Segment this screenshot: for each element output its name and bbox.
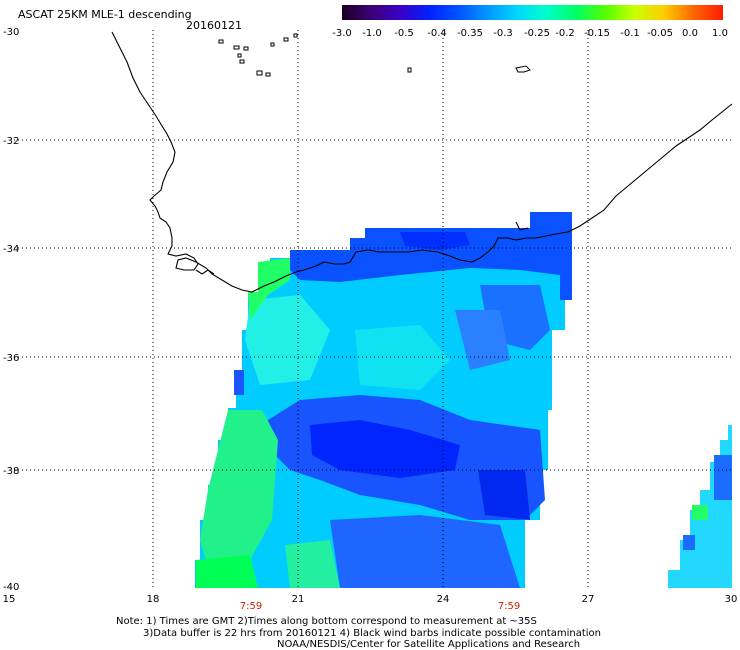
swath-midblue-east xyxy=(455,310,510,370)
time-label: 7:59 xyxy=(240,601,262,612)
swath-east-blue-low xyxy=(683,535,695,550)
colorbar-label: -0.15 xyxy=(584,28,610,39)
longitude-label: 30 xyxy=(725,594,738,605)
longitude-label: 24 xyxy=(437,594,450,605)
colorbar-label: 0.0 xyxy=(682,28,698,39)
colorbar-labels: -3.0 -1.0 -0.5 -0.4 -0.35 -0.3 -0.25 -0.… xyxy=(332,28,728,39)
island xyxy=(233,45,240,50)
swath-deepblue-se xyxy=(478,470,530,520)
swath-green-southwest xyxy=(196,555,258,588)
data-swath-east xyxy=(668,425,732,588)
swath-blue-edge xyxy=(234,370,244,395)
island xyxy=(265,72,271,77)
note-line-2: 3)Data buffer is 22 hrs from 20160121 4)… xyxy=(143,628,601,639)
colorbar-label: -0.1 xyxy=(620,28,640,39)
map-date: 20160121 xyxy=(186,19,242,32)
coastline-inlet-east xyxy=(515,221,529,231)
map-title: ASCAT 25KM MLE-1 descending xyxy=(18,8,192,21)
coastline xyxy=(111,31,733,293)
island xyxy=(270,42,275,47)
island xyxy=(218,39,224,44)
swath-deepblue-core xyxy=(310,420,460,478)
swath-green-northwest xyxy=(248,258,290,320)
island xyxy=(256,70,263,76)
note-line-3: NOAA/NESDIS/Center for Satellite Applica… xyxy=(277,639,581,650)
island xyxy=(237,53,242,58)
colorbar-label: -0.35 xyxy=(457,28,483,39)
data-swath xyxy=(195,212,572,588)
islands xyxy=(218,33,531,77)
swath-green-south xyxy=(285,540,340,588)
latitude-label: -36 xyxy=(3,353,19,364)
island xyxy=(283,37,289,42)
latitude-label: -38 xyxy=(3,466,19,477)
longitude-label: 15 xyxy=(3,594,16,605)
latitude-label: -40 xyxy=(3,582,19,593)
latitude-labels: -30 -32 -34 -36 -38 -40 xyxy=(3,27,19,593)
island xyxy=(515,65,531,73)
colorbar xyxy=(342,5,723,20)
longitude-label: 27 xyxy=(582,594,595,605)
swath-deepblue-north xyxy=(400,232,470,250)
swath-blue-north xyxy=(290,212,572,300)
island xyxy=(293,33,298,38)
colorbar-label: 1.0 xyxy=(712,28,728,39)
swath-cyan-west xyxy=(245,295,330,385)
swath-east-blue xyxy=(714,455,732,500)
island xyxy=(407,67,412,73)
colorbar-label: -0.3 xyxy=(493,28,513,39)
colorbar-label: -3.0 xyxy=(332,28,352,39)
latitude-label: -34 xyxy=(3,244,19,255)
graticule xyxy=(10,30,732,588)
time-label: 7:59 xyxy=(498,601,520,612)
longitude-label: 21 xyxy=(292,594,305,605)
swath-east-green xyxy=(692,505,708,520)
coastline-bay xyxy=(195,269,215,275)
swath-green-west xyxy=(200,410,278,575)
time-labels: 7:59 7:59 xyxy=(240,601,520,612)
colorbar-label: -0.05 xyxy=(647,28,673,39)
longitude-label: 18 xyxy=(147,594,160,605)
colorbar-label: -1.0 xyxy=(362,28,382,39)
colorbar-label: -0.4 xyxy=(427,28,447,39)
colorbar-label: -0.25 xyxy=(524,28,550,39)
island xyxy=(243,46,249,51)
coastline-main xyxy=(111,31,733,293)
colorbar-label: -0.5 xyxy=(394,28,414,39)
colorbar-label: -0.2 xyxy=(555,28,575,39)
island xyxy=(239,59,245,64)
latitude-label: -30 xyxy=(3,27,19,38)
note-line-1: Note: 1) Times are GMT 2)Times along bot… xyxy=(116,616,537,627)
longitude-labels: 15 18 21 24 27 30 xyxy=(3,594,738,605)
colorbar-gradient xyxy=(342,5,723,20)
swath-blue-south xyxy=(330,515,520,588)
latitude-label: -32 xyxy=(3,136,19,147)
